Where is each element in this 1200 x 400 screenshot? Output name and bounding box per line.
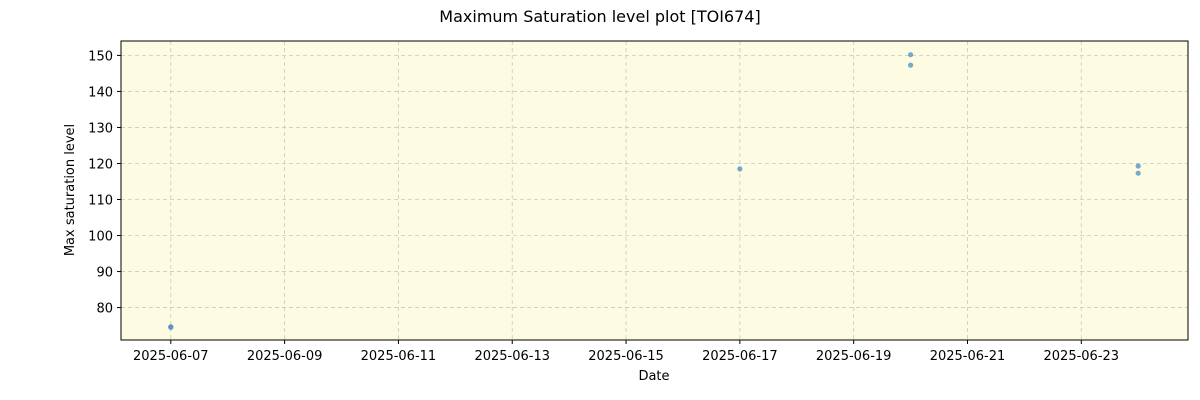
data-point xyxy=(907,52,914,58)
x-tick-label: 2025-06-17 xyxy=(702,349,778,364)
y-tick-label: 130 xyxy=(88,121,113,136)
y-axis-title: Max saturation level xyxy=(63,124,78,256)
y-tick-label: 140 xyxy=(88,85,113,100)
data-point xyxy=(1135,170,1141,176)
x-tick-label: 2025-06-07 xyxy=(133,349,209,364)
x-tick-label: 2025-06-15 xyxy=(588,349,664,364)
x-tick-label: 2025-06-23 xyxy=(1044,349,1120,364)
x-tick-label: 2025-06-21 xyxy=(930,349,1006,364)
chart-title: Maximum Saturation level plot [TOI674] xyxy=(439,7,760,26)
y-tick-label: 120 xyxy=(88,157,113,172)
x-tick-label: 2025-06-09 xyxy=(247,349,323,364)
y-tick-label: 110 xyxy=(88,194,113,209)
x-axis-title: Date xyxy=(638,369,669,384)
y-tick-label: 90 xyxy=(96,266,113,281)
y-tick-label: 150 xyxy=(88,49,113,64)
data-point xyxy=(737,166,743,172)
y-axis: 80 90 100 110 120 130 140 150 xyxy=(88,49,121,317)
plot-area xyxy=(121,41,1188,340)
data-points xyxy=(168,52,1141,330)
grid xyxy=(121,41,1188,340)
plot-frame xyxy=(120,40,1189,341)
x-tick-label: 2025-06-11 xyxy=(361,349,437,364)
y-tick-label: 100 xyxy=(88,230,113,245)
x-tick-label: 2025-06-19 xyxy=(816,349,892,364)
x-axis: 2025-06-07 2025-06-09 2025-06-11 2025-06-13… xyxy=(133,340,1119,364)
y-tick-label: 80 xyxy=(96,302,113,317)
data-point xyxy=(1135,163,1141,169)
x-tick-label: 2025-06-13 xyxy=(474,349,550,364)
data-point xyxy=(907,62,914,68)
data-point xyxy=(168,324,174,330)
